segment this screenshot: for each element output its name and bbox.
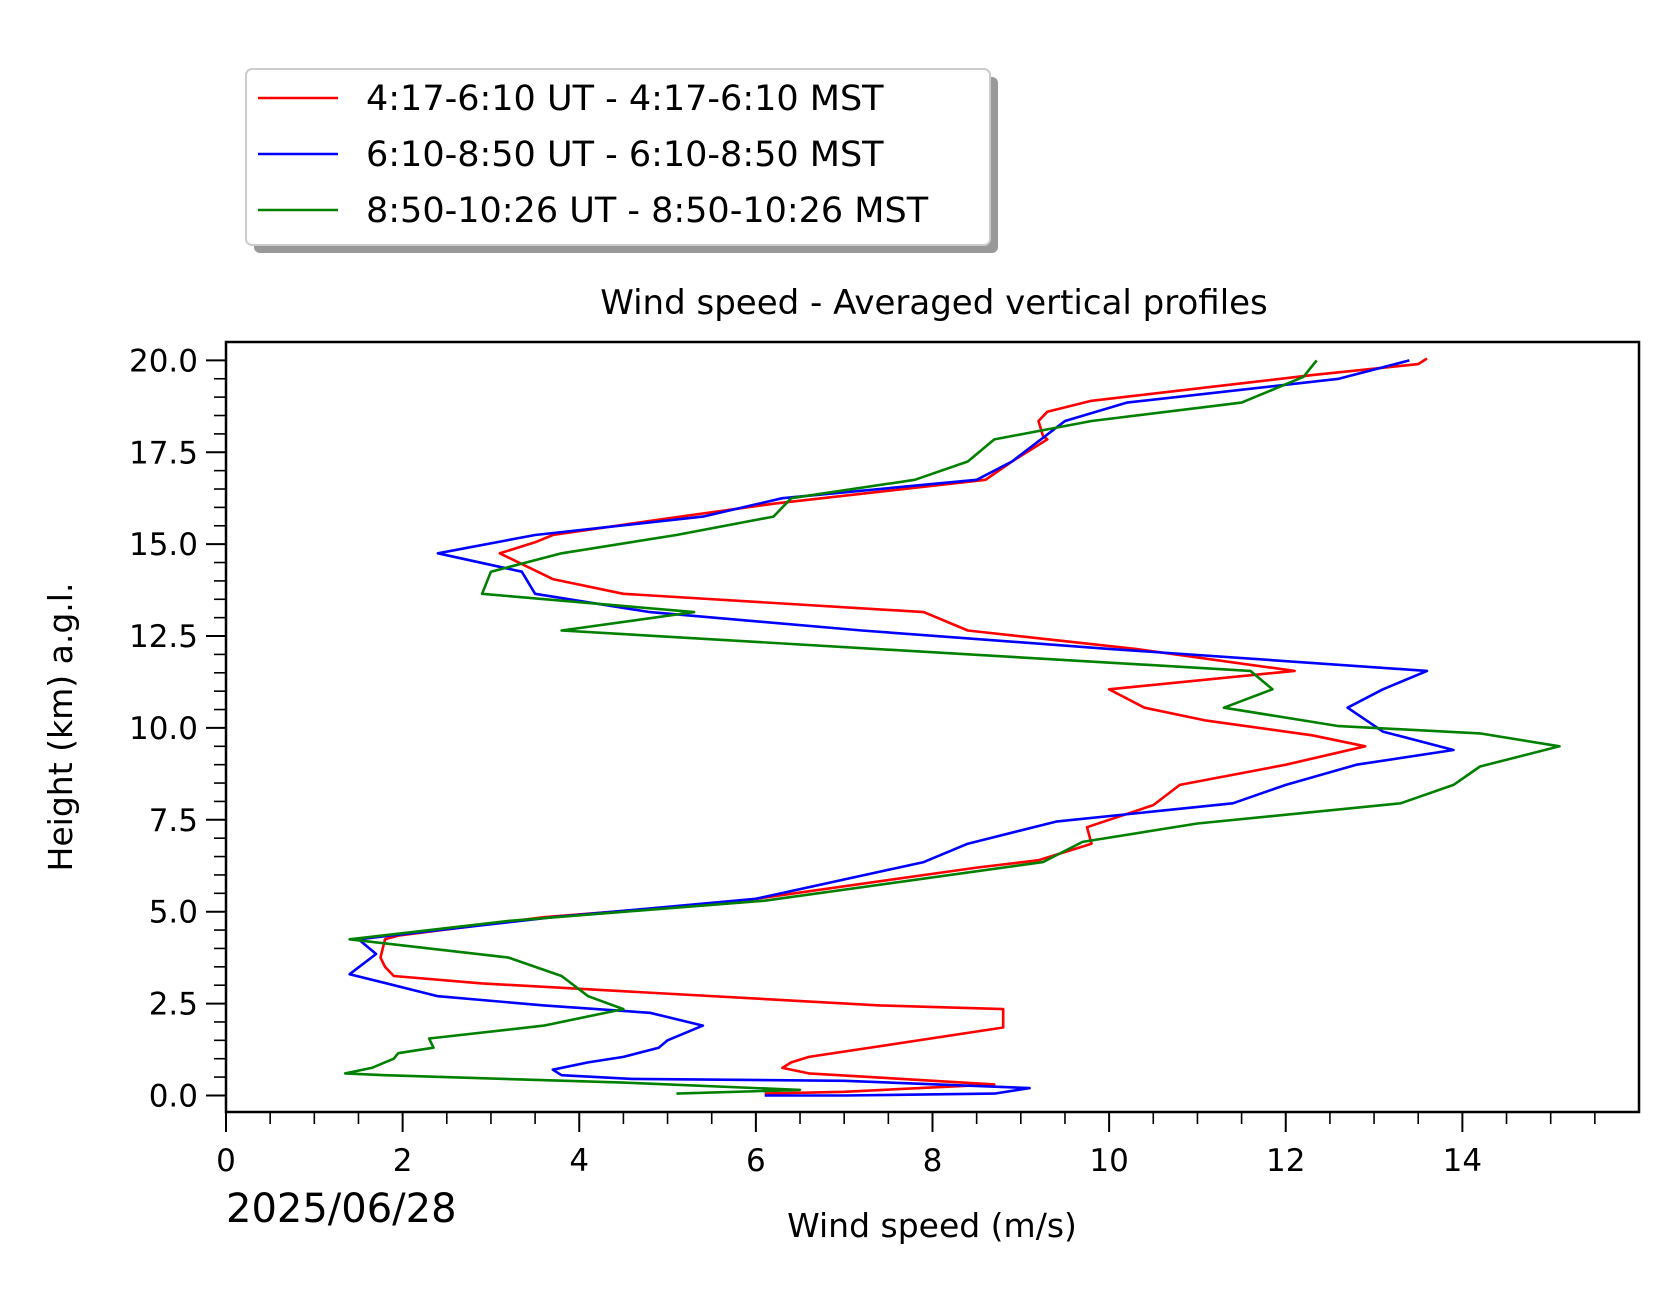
x-axis-title: Wind speed (m/s) (787, 1206, 1077, 1245)
y-axis: 0.0 2.5 5.0 7.5 10.0 12.5 15.0 17.5 20.0 (129, 343, 226, 1114)
x-tick-label: 4 (569, 1143, 589, 1179)
x-tick-label: 14 (1443, 1143, 1482, 1179)
series-layer (343, 357, 1561, 1097)
legend: 4:17-6:10 UT - 4:17-6:10 MST 6:10-8:50 UT… (245, 68, 998, 253)
x-tick-label: 10 (1089, 1143, 1128, 1179)
y-tick-label: 17.5 (129, 435, 198, 471)
x-tick-label: 0 (216, 1143, 236, 1179)
y-tick-label: 12.5 (129, 619, 198, 655)
x-axis: 0 2 4 6 8 10 12 14 (216, 1112, 1596, 1179)
series-line-1 (379, 357, 1428, 1095)
y-tick-label: 15.0 (129, 527, 198, 563)
legend-label-1: 4:17-6:10 UT - 4:17-6:10 MST (366, 79, 884, 119)
legend-label-3: 8:50-10:26 UT - 8:50-10:26 MST (366, 191, 929, 231)
legend-frame (245, 68, 991, 246)
y-tick-label: 7.5 (149, 803, 198, 839)
y-axis-title: Height (km) a.g.l. (41, 583, 80, 872)
x-tick-label: 2 (393, 1143, 413, 1179)
x-tick-label: 8 (923, 1143, 943, 1179)
x-tick-label: 6 (746, 1143, 766, 1179)
x-tick-label: 12 (1266, 1143, 1305, 1179)
chart-title: Wind speed - Averaged vertical profiles (600, 283, 1268, 323)
series-line-3 (343, 359, 1561, 1095)
legend-label-2: 6:10-8:50 UT - 6:10-8:50 MST (366, 135, 884, 175)
y-tick-label: 10.0 (129, 711, 198, 747)
y-tick-label: 5.0 (149, 895, 198, 931)
date-label: 2025/06/28 (226, 1186, 457, 1232)
y-tick-label: 0.0 (149, 1078, 198, 1114)
series-line-2 (348, 359, 1455, 1097)
y-tick-label: 20.0 (129, 343, 198, 379)
y-tick-label: 2.5 (149, 987, 198, 1023)
